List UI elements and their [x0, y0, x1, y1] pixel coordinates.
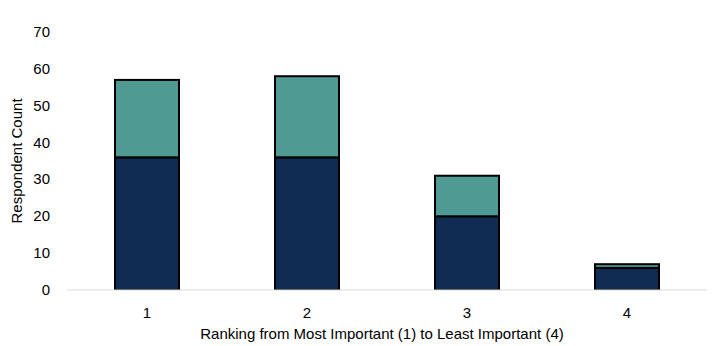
bars: [115, 76, 659, 290]
y-tick-label: 70: [33, 23, 50, 40]
x-tick-label: 2: [303, 304, 311, 321]
y-tick-label: 60: [33, 60, 50, 77]
y-tick-label: 0: [42, 281, 50, 298]
y-tick-label: 10: [33, 244, 50, 261]
y-tick-label: 40: [33, 134, 50, 151]
bar-segment: [115, 157, 179, 290]
y-tick-label: 20: [33, 207, 50, 224]
bar-segment: [435, 216, 499, 290]
bar-segment: [275, 76, 339, 157]
x-tick-label: 3: [463, 304, 471, 321]
bar-segment: [595, 268, 659, 290]
x-tick-label: 1: [143, 304, 151, 321]
x-axis-line: [67, 290, 707, 291]
bar-segment: [115, 80, 179, 157]
y-axis-title: Respondent Count: [8, 98, 25, 224]
bar-segment: [435, 176, 499, 217]
bar-segment: [275, 157, 339, 290]
chart-container: 0 10 20 30 40 50 60 70 1 2 3 4 Ranking from Most Imp…: [0, 0, 719, 346]
chart-svg: 0 10 20 30 40 50 60 70 1 2 3 4 Ranking from Most Imp…: [0, 0, 719, 346]
x-tick-label: 4: [623, 304, 631, 321]
y-tick-label: 30: [33, 170, 50, 187]
x-axis-title: Ranking from Most Important (1) to Least…: [200, 325, 563, 342]
bar-segment: [595, 264, 659, 268]
y-tick-label: 50: [33, 97, 50, 114]
